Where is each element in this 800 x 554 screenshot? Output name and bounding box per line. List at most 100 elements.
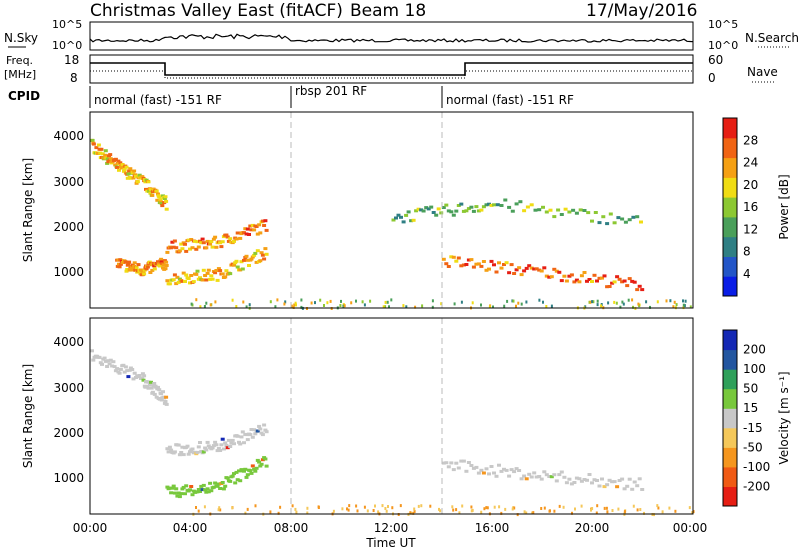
- data-mark: [622, 279, 627, 283]
- colorbar-swatch: [723, 216, 737, 238]
- data-mark: [158, 198, 163, 202]
- data-mark: [205, 239, 210, 243]
- data-mark: [675, 303, 678, 307]
- data-mark: [314, 301, 316, 305]
- freq-label-1: Freq.: [6, 54, 33, 67]
- data-mark: [204, 448, 209, 452]
- data-mark: [466, 207, 471, 211]
- data-mark: [137, 173, 142, 177]
- data-mark: [592, 300, 595, 304]
- data-mark: [449, 255, 454, 259]
- data-mark: [514, 202, 519, 206]
- freq-tick-lo: 8: [70, 71, 78, 85]
- data-mark: [245, 227, 250, 231]
- data-mark: [385, 509, 388, 513]
- data-mark: [179, 492, 184, 496]
- data-mark: [481, 205, 486, 209]
- data-mark: [132, 169, 137, 173]
- data-mark: [147, 383, 152, 387]
- data-mark: [245, 258, 250, 262]
- data-mark: [189, 485, 194, 488]
- data-mark: [605, 285, 610, 289]
- data-mark: [471, 301, 474, 305]
- data-mark: [122, 167, 127, 171]
- data-mark: [253, 432, 258, 436]
- data-mark: [494, 474, 499, 478]
- power-ytick-2000: 2000: [53, 220, 84, 234]
- data-mark: [185, 444, 190, 448]
- data-mark: [248, 433, 253, 437]
- nave-trace: [90, 70, 693, 79]
- data-mark: [141, 270, 146, 274]
- data-mark: [208, 242, 213, 246]
- data-mark: [456, 466, 461, 470]
- data-mark: [532, 511, 535, 515]
- data-mark: [493, 505, 496, 509]
- data-mark: [419, 208, 424, 212]
- data-mark: [574, 476, 579, 480]
- data-mark: [615, 485, 620, 489]
- data-mark: [98, 151, 103, 155]
- data-mark: [215, 449, 220, 453]
- data-mark: [597, 221, 602, 225]
- data-mark: [91, 358, 96, 362]
- xtick-1600: 16:00: [475, 521, 510, 535]
- data-mark: [246, 507, 249, 511]
- data-mark: [488, 305, 491, 309]
- data-mark: [224, 269, 229, 273]
- data-mark: [225, 235, 230, 239]
- data-mark: [557, 270, 562, 274]
- data-mark: [118, 367, 123, 371]
- data-mark: [612, 221, 617, 225]
- data-mark: [630, 487, 635, 491]
- data-mark: [608, 212, 613, 216]
- data-mark: [542, 300, 544, 304]
- data-mark: [196, 445, 201, 449]
- data-mark: [195, 506, 197, 509]
- data-mark: [640, 288, 645, 292]
- data-mark: [175, 275, 180, 279]
- power-ytick-1000: 1000: [53, 265, 84, 279]
- data-mark: [487, 472, 491, 476]
- data-mark: [197, 509, 200, 513]
- data-mark: [150, 268, 155, 272]
- data-mark: [130, 171, 135, 175]
- data-mark: [206, 490, 211, 494]
- data-mark: [645, 300, 648, 304]
- data-mark: [295, 510, 298, 514]
- data-mark: [105, 365, 110, 368]
- data-mark: [326, 301, 329, 305]
- data-mark: [537, 475, 542, 478]
- data-mark: [544, 473, 549, 477]
- data-mark: [235, 478, 240, 482]
- data-mark: [537, 208, 542, 212]
- data-mark: [264, 228, 269, 232]
- data-mark: [250, 223, 255, 227]
- data-mark: [524, 266, 529, 270]
- data-mark: [649, 305, 651, 309]
- data-mark: [255, 249, 260, 253]
- data-mark: [605, 222, 610, 226]
- data-mark: [210, 446, 215, 450]
- data-mark: [165, 250, 170, 254]
- data-mark: [431, 305, 434, 309]
- data-mark: [585, 279, 589, 283]
- data-mark: [252, 467, 257, 471]
- data-mark: [90, 138, 95, 142]
- data-mark: [451, 505, 454, 509]
- data-mark: [117, 371, 122, 375]
- data-mark: [533, 208, 538, 212]
- data-mark: [340, 299, 342, 303]
- data-mark: [456, 204, 461, 207]
- data-mark: [466, 258, 471, 262]
- data-mark: [329, 299, 332, 303]
- data-mark: [470, 509, 473, 513]
- data-mark: [159, 398, 164, 402]
- data-mark: [466, 461, 471, 464]
- nave-label: Nave: [747, 65, 778, 79]
- data-mark: [228, 237, 233, 241]
- data-mark: [596, 303, 599, 307]
- noise-trace: [89, 33, 694, 43]
- data-mark: [201, 241, 206, 245]
